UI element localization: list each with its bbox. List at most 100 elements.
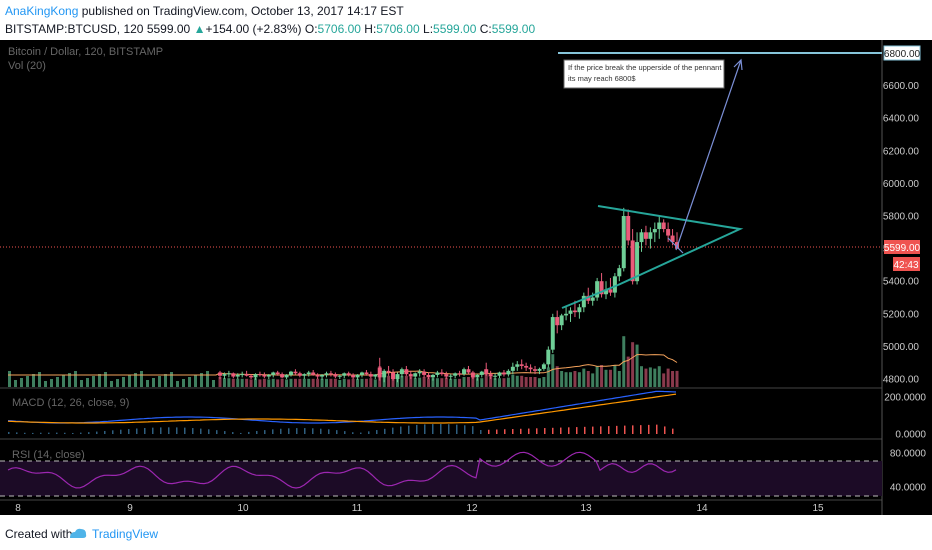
- candle-body: [528, 367, 533, 370]
- macd-histogram-bar: [360, 432, 362, 434]
- volume-bar: [176, 381, 179, 387]
- candle-body: [391, 372, 396, 379]
- candle-body: [604, 289, 609, 295]
- candles: [218, 207, 679, 383]
- macd-histogram-bar: [640, 425, 642, 434]
- price-tick-label: 4800.00: [883, 375, 920, 386]
- candle-body: [226, 373, 231, 375]
- author-link[interactable]: AnaKingKong: [5, 4, 79, 18]
- volume-bar: [582, 368, 586, 387]
- macd-histogram-bar: [136, 428, 138, 434]
- candle-body: [643, 232, 648, 239]
- candle-body: [253, 374, 258, 378]
- candle-body: [359, 372, 364, 375]
- candle-body: [240, 374, 245, 376]
- price-tick-label: 5800.00: [883, 212, 920, 223]
- volume-bar: [537, 378, 541, 387]
- macd-histogram-bar: [584, 426, 586, 434]
- macd-histogram-bar: [504, 429, 506, 434]
- macd-histogram-bar: [24, 432, 26, 434]
- candle-body: [612, 276, 617, 293]
- target-price-label: 6800.00: [884, 49, 921, 60]
- volume-bar: [206, 371, 209, 387]
- price-tick-label: 6000.00: [883, 179, 920, 190]
- macd-histogram-bar: [608, 426, 610, 434]
- volume-bar: [218, 377, 222, 387]
- macd-histogram-bar: [224, 431, 226, 434]
- candle-body: [249, 375, 254, 378]
- volume-bar: [329, 378, 333, 387]
- macd-histogram-bar: [392, 427, 394, 434]
- volume-bar: [569, 372, 573, 387]
- macd-histogram-bar: [408, 425, 410, 434]
- candle-body: [364, 372, 369, 375]
- chart-background: [0, 40, 932, 515]
- macd-histogram-bar: [544, 428, 546, 434]
- candle-body: [515, 364, 520, 367]
- symbol-line: BITSTAMP:BTCUSD, 120 5599.00 ▲+154.00 (+…: [5, 22, 535, 36]
- macd-histogram-bar: [528, 428, 530, 434]
- macd-tick-label: 200.0000: [884, 393, 926, 404]
- volume-bar: [140, 371, 143, 387]
- candle-body: [626, 216, 631, 241]
- candle-body: [266, 374, 271, 377]
- candle-body: [501, 372, 506, 375]
- candle-body: [262, 374, 267, 377]
- volume-bar: [515, 375, 519, 387]
- volume-bar: [38, 372, 41, 387]
- macd-histogram-bar: [72, 432, 74, 434]
- candle-body: [586, 295, 591, 301]
- volume-bar: [98, 374, 101, 387]
- annotation-line-2: its may reach 6800$: [568, 74, 636, 83]
- candle-body: [297, 373, 302, 376]
- macd-histogram-bar: [480, 430, 482, 434]
- volume-bar: [258, 379, 262, 387]
- time-tick-label: 13: [580, 503, 592, 514]
- volume-bar: [92, 376, 95, 387]
- candle-body: [399, 369, 404, 375]
- volume-bar: [50, 379, 53, 387]
- volume-bar: [520, 375, 524, 387]
- candle-body: [555, 317, 560, 326]
- volume-bar: [356, 378, 360, 387]
- volume-bar: [524, 377, 528, 387]
- candle-body: [666, 229, 671, 236]
- macd-histogram-bar: [304, 428, 306, 434]
- volume-bar: [560, 371, 564, 387]
- volume-bar: [188, 377, 191, 387]
- volume-bar: [533, 377, 537, 387]
- macd-histogram-bar: [464, 425, 466, 434]
- macd-histogram-bar: [328, 429, 330, 434]
- volume-bar: [546, 367, 550, 387]
- macd-histogram-bar: [176, 427, 178, 434]
- volume-bar: [364, 378, 368, 387]
- candle-body: [497, 372, 502, 376]
- volume-ma-line: [8, 354, 678, 376]
- candle-body: [306, 372, 311, 375]
- macd-histogram-bar: [120, 429, 122, 434]
- macd-tick-label: 0.0000: [895, 430, 926, 441]
- macd-histogram-bar: [56, 432, 58, 434]
- volume-bar: [227, 378, 231, 387]
- chart-area[interactable]: If the price break the upperside of the …: [0, 40, 932, 515]
- candle-body: [564, 313, 569, 316]
- countdown-label: 42:43: [893, 260, 918, 271]
- candle-body: [466, 369, 471, 373]
- volume-bar: [471, 377, 475, 387]
- macd-histogram-bar: [624, 425, 626, 434]
- volume-bar: [122, 377, 125, 387]
- volume-bar: [316, 378, 320, 387]
- price-tick-label: 5000.00: [883, 342, 920, 353]
- tradingview-brand-link[interactable]: TradingView: [92, 527, 159, 541]
- annotation-box[interactable]: [563, 59, 725, 89]
- candle-body: [395, 374, 400, 379]
- macd-histogram-bar: [472, 426, 474, 434]
- time-tick-label: 12: [466, 503, 478, 514]
- volume-bar: [671, 371, 675, 387]
- macd-histogram-bar: [560, 427, 562, 434]
- candle-body: [537, 368, 542, 371]
- volume-bar: [298, 378, 302, 387]
- volume-bar: [564, 372, 568, 387]
- candle-body: [377, 367, 382, 378]
- macd-histogram-bar: [352, 432, 354, 434]
